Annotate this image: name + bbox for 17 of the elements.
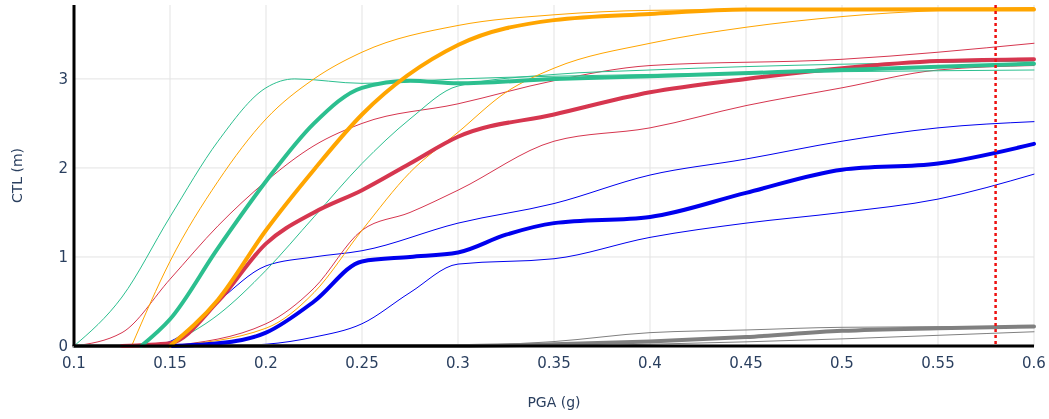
x-tick-label: 0.4	[638, 354, 662, 372]
x-tick-label: 0.35	[537, 354, 571, 372]
y-tick-label: 1	[58, 248, 68, 267]
x-tick-label: 0.15	[153, 354, 187, 372]
x-tick-label: 0.3	[446, 354, 470, 372]
x-tick-label: 0.5	[830, 354, 854, 372]
y-tick-label: 2	[58, 159, 68, 178]
x-tick-label: 0.6	[1022, 354, 1046, 372]
x-tick-label: 0.2	[254, 354, 278, 372]
y-tick-label: 0	[58, 337, 68, 356]
x-tick-label: 0.55	[921, 354, 955, 372]
y-axis-title: CTL (m)	[9, 147, 25, 204]
x-axis-title: PGA (g)	[527, 394, 581, 410]
x-tick-label: 0.1	[62, 354, 86, 372]
x-tick-label: 0.25	[345, 354, 379, 372]
y-tick-label: 3	[58, 70, 68, 89]
x-tick-label: 0.45	[729, 354, 763, 372]
